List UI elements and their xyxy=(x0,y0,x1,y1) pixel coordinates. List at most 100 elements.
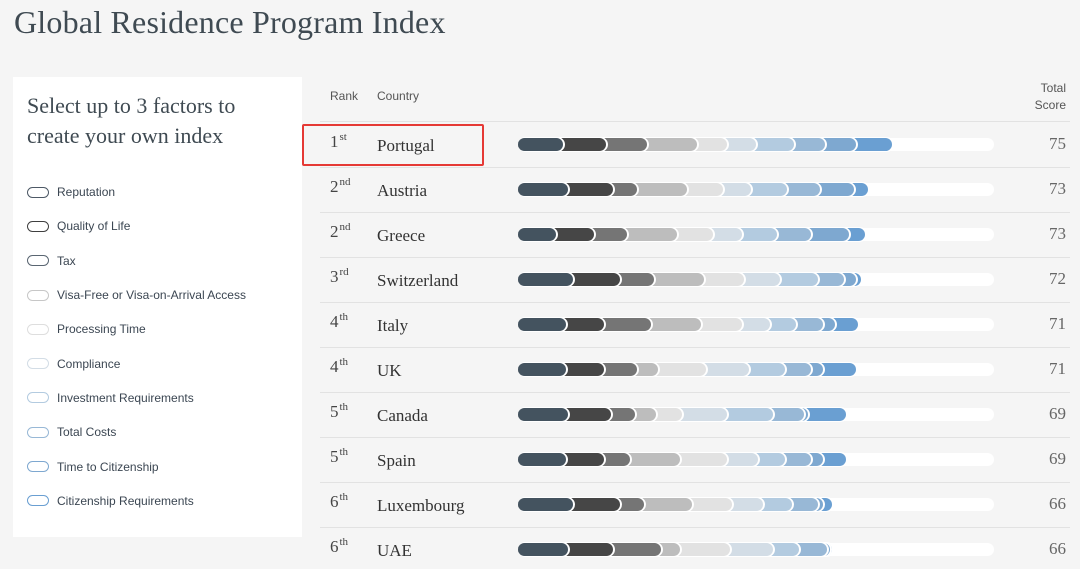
factor-toggle-reputation[interactable] xyxy=(27,186,49,198)
score-segment-reputation xyxy=(518,453,566,466)
score-breakdown-bar[interactable] xyxy=(518,183,994,196)
factor-option-investment-requirements[interactable]: Investment Requirements xyxy=(27,381,246,415)
total-score-value: 75 xyxy=(1049,134,1066,153)
factor-label: Processing Time xyxy=(57,322,146,337)
rank-suffix: nd xyxy=(339,176,351,188)
total-score-value: 73 xyxy=(1049,179,1066,198)
factor-label: Quality of Life xyxy=(57,219,131,234)
factor-option-citizenship-requirements[interactable]: Citizenship Requirements xyxy=(27,484,246,518)
rank-suffix: th xyxy=(339,311,349,323)
score-breakdown-bar[interactable] xyxy=(518,228,994,241)
factor-label: Reputation xyxy=(57,185,116,200)
rank-value: 6th xyxy=(330,536,349,557)
rank-number: 5 xyxy=(330,447,339,466)
score-breakdown-bar[interactable] xyxy=(518,408,994,421)
score-breakdown-bar[interactable] xyxy=(518,453,994,466)
rank-number: 2 xyxy=(330,222,339,241)
rank-value: 1st xyxy=(330,131,347,152)
rank-number: 5 xyxy=(330,402,339,421)
factor-label: Compliance xyxy=(57,356,121,371)
factor-option-compliance[interactable]: Compliance xyxy=(27,346,246,380)
table-row[interactable]: 5th Canada 69 xyxy=(320,392,1070,438)
rank-number: 4 xyxy=(330,357,339,376)
factor-toggle-investment-requirements[interactable] xyxy=(27,392,49,404)
rank-suffix: th xyxy=(339,446,349,458)
total-score-value: 71 xyxy=(1049,314,1066,333)
rank-suffix: th xyxy=(339,491,349,503)
factor-option-time-to-citizenship[interactable]: Time to Citizenship xyxy=(27,449,246,483)
table-row[interactable]: 3rd Switzerland 72 xyxy=(320,257,1070,303)
table-row[interactable]: 4th UK 71 xyxy=(320,347,1070,393)
factor-toggle-tax[interactable] xyxy=(27,255,49,267)
factor-toggle-time-to-citizenship[interactable] xyxy=(27,461,49,473)
factor-label: Investment Requirements xyxy=(57,390,194,405)
factor-list: Reputation Quality of Life Tax Visa-Free or… xyxy=(27,175,246,518)
total-score-value: 69 xyxy=(1049,449,1066,468)
rank-suffix: rd xyxy=(339,266,349,278)
factor-option-quality-of-life[interactable]: Quality of Life xyxy=(27,209,246,243)
table-header: Rank Country Total Score xyxy=(320,77,1070,122)
factor-toggle-compliance[interactable] xyxy=(27,358,49,370)
factor-toggle-total-costs[interactable] xyxy=(27,426,49,438)
factor-toggle-processing-time[interactable] xyxy=(27,323,49,335)
rank-suffix: th xyxy=(339,356,349,368)
factor-selector-panel: Select up to 3 factors to create your ow… xyxy=(13,77,302,537)
rank-number: 4 xyxy=(330,312,339,331)
total-score-value: 69 xyxy=(1049,404,1066,423)
table-row[interactable]: 4th Italy 71 xyxy=(320,302,1070,348)
country-name: Austria xyxy=(377,181,428,200)
total-score-value: 66 xyxy=(1049,494,1066,513)
factor-option-visa-free-or-visa-on-arrival-access[interactable]: Visa-Free or Visa-on-Arrival Access xyxy=(27,278,246,312)
score-segment-reputation xyxy=(518,318,566,331)
rank-value: 5th xyxy=(330,446,349,467)
factor-toggle-quality-of-life[interactable] xyxy=(27,220,49,232)
score-segment-reputation xyxy=(518,363,566,376)
rank-suffix: th xyxy=(339,536,349,548)
rank-suffix: th xyxy=(339,401,349,413)
factor-option-total-costs[interactable]: Total Costs xyxy=(27,415,246,449)
score-segment-reputation xyxy=(518,138,564,151)
table-row[interactable]: 6th Luxembourg 66 xyxy=(320,482,1070,528)
score-segment-reputation xyxy=(518,543,568,556)
factor-label: Citizenship Requirements xyxy=(57,493,194,508)
factor-option-tax[interactable]: Tax xyxy=(27,244,246,278)
score-segment-reputation xyxy=(518,498,573,511)
rank-number: 1 xyxy=(330,132,339,151)
table-row[interactable]: 5th Spain 69 xyxy=(320,437,1070,483)
rank-number: 3 xyxy=(330,267,339,286)
score-breakdown-bar[interactable] xyxy=(518,498,994,511)
rank-number: 6 xyxy=(330,537,339,556)
score-breakdown-bar[interactable] xyxy=(518,543,994,556)
country-column-header: Country xyxy=(377,89,420,103)
total-score-value: 73 xyxy=(1049,224,1066,243)
page-title: Global Residence Program Index xyxy=(14,4,446,40)
table-row[interactable]: 6th UAE 66 xyxy=(320,527,1070,569)
score-segment-reputation xyxy=(518,183,568,196)
factor-toggle-citizenship-requirements[interactable] xyxy=(27,495,49,507)
factor-option-processing-time[interactable]: Processing Time xyxy=(27,312,246,346)
country-name: Greece xyxy=(377,226,426,245)
factor-label: Tax xyxy=(57,253,76,268)
factor-option-reputation[interactable]: Reputation xyxy=(27,175,246,209)
table-row[interactable]: 2nd Austria 73 xyxy=(320,167,1070,213)
factor-toggle-visa-free-or-visa-on-arrival-access[interactable] xyxy=(27,289,49,301)
rank-number: 6 xyxy=(330,492,339,511)
rank-value: 3rd xyxy=(330,266,349,287)
country-name: Switzerland xyxy=(377,271,459,290)
score-breakdown-bar[interactable] xyxy=(518,318,994,331)
score-breakdown-bar[interactable] xyxy=(518,138,994,151)
rank-value: 2nd xyxy=(330,221,351,242)
rank-value: 4th xyxy=(330,311,349,332)
rank-suffix: nd xyxy=(339,221,351,233)
score-breakdown-bar[interactable] xyxy=(518,273,994,286)
score-breakdown-bar[interactable] xyxy=(518,363,994,376)
score-segment-reputation xyxy=(518,228,557,241)
rank-value: 5th xyxy=(330,401,349,422)
total-score-header-line1: Total xyxy=(1040,81,1066,95)
table-row[interactable]: 1st Portugal 75 xyxy=(302,122,1070,168)
total-score-value: 71 xyxy=(1049,359,1066,378)
table-row[interactable]: 2nd Greece 73 xyxy=(320,212,1070,258)
rank-suffix: st xyxy=(339,131,347,143)
country-name: Portugal xyxy=(377,136,435,155)
country-name: UAE xyxy=(377,541,412,560)
